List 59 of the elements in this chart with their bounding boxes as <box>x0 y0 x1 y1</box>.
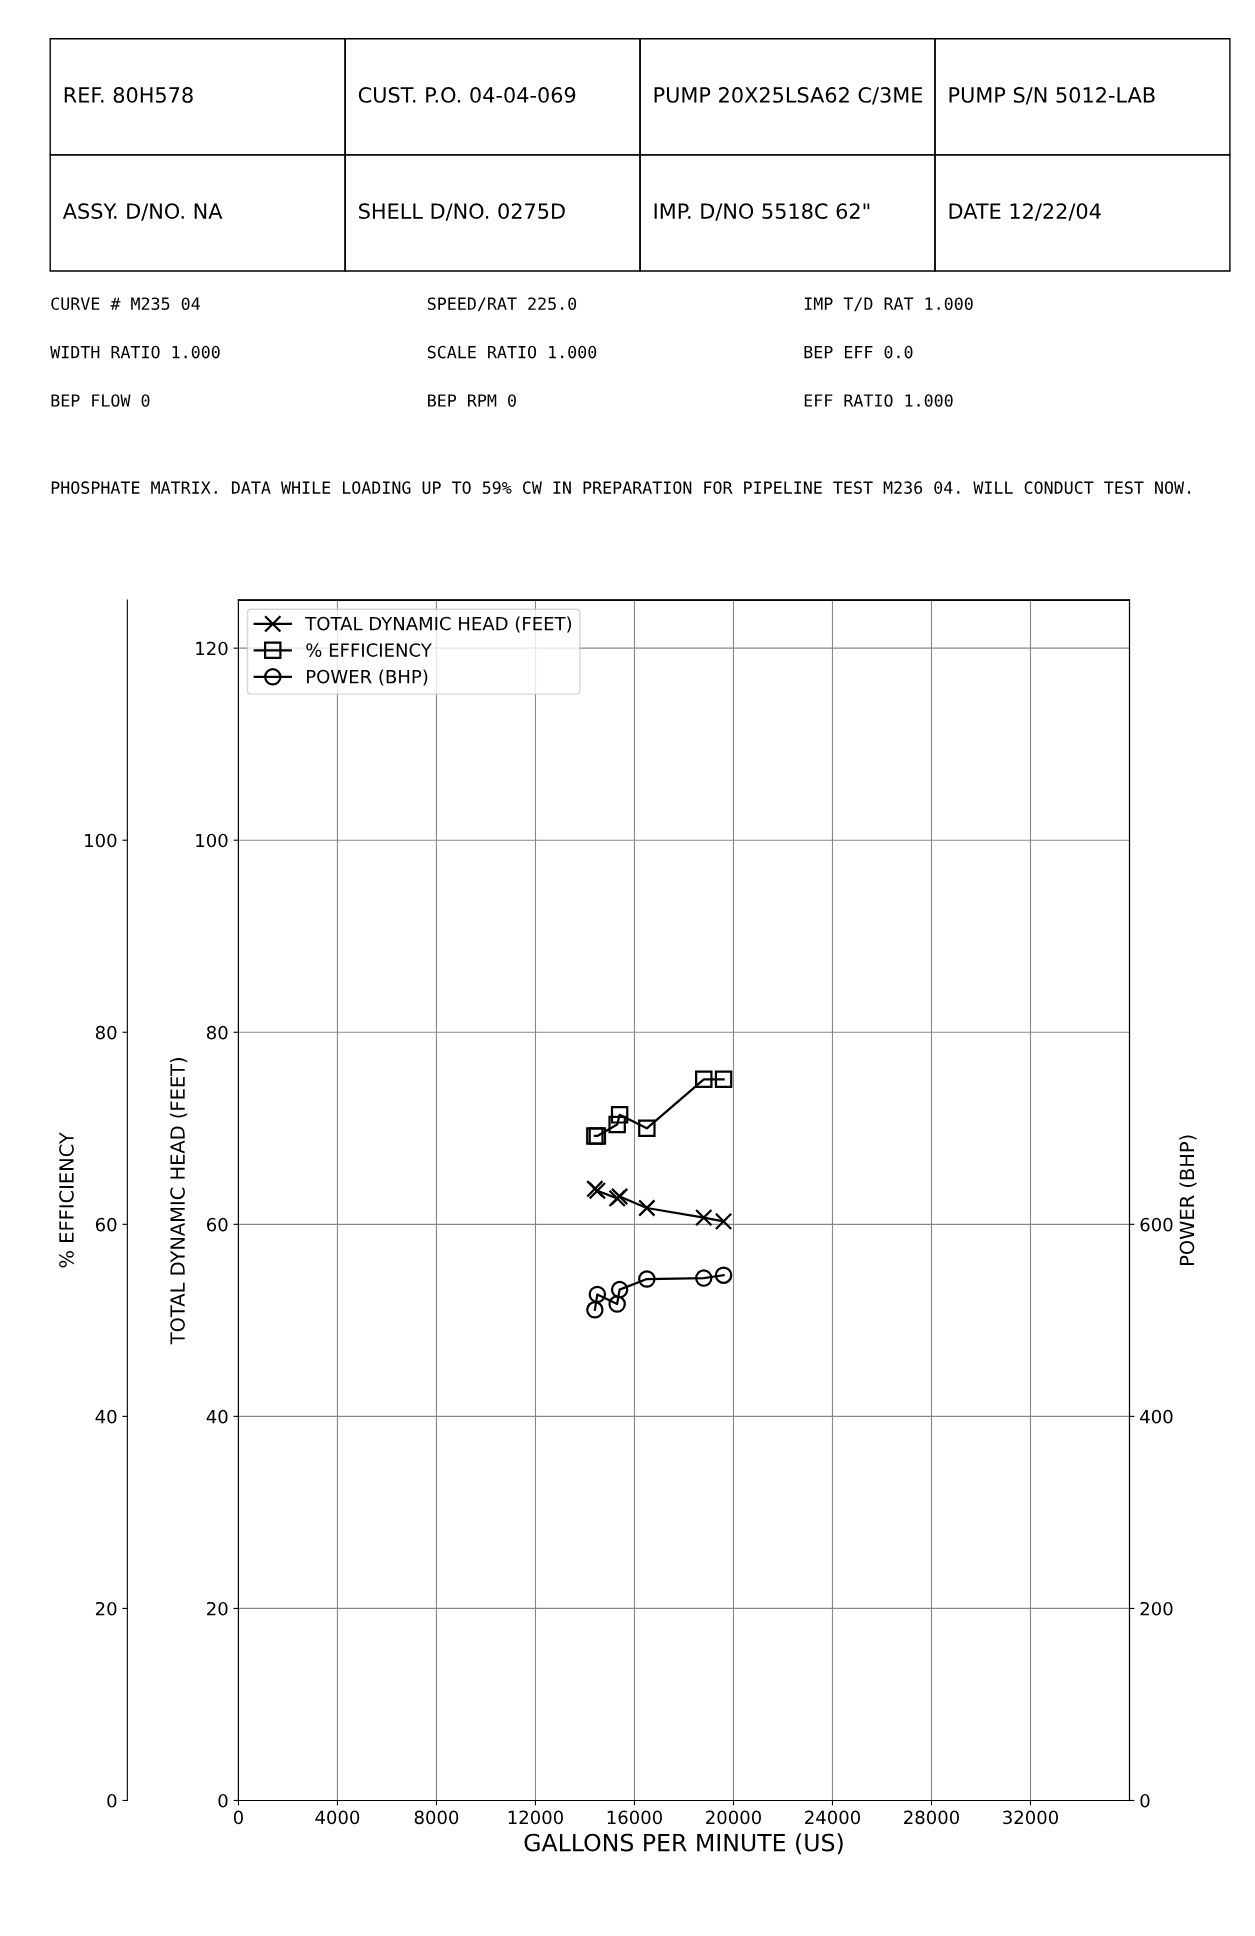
point <box>608 1115 626 1134</box>
y-axis-title: TOTAL DYNAMIC HEAD (FEET) <box>169 1058 188 1345</box>
text: REF. 80H578 <box>64 87 193 103</box>
x-tick-label: 20000 <box>706 1810 761 1825</box>
y3-tick-label: 0 <box>1140 1793 1150 1808</box>
x-tick-label: 16000 <box>607 1810 662 1825</box>
text: PHOSPHATE MATRIX. DATA WHILE LOADING UP TO 59% CW IN PREPARATION FOR PIPELINE TEST M236 04. WILL CONDUCT TEST NOW. <box>51 481 1191 494</box>
y2-tick-label: 100 <box>85 833 117 848</box>
y-tick-label: 120 <box>196 641 228 656</box>
text: CURVE # M235 04 <box>51 297 200 310</box>
text: BEP RPM 0 <box>428 394 516 407</box>
point <box>695 1208 713 1227</box>
text: SCALE RATIO 1.000 <box>427 345 597 359</box>
x-tick-label: 12000 <box>508 1810 563 1825</box>
text: SHELL D/NO. 0275D <box>359 203 565 221</box>
x-tick-label: 28000 <box>904 1810 960 1825</box>
y3-axis-title: POWER (BHP) <box>1179 1135 1197 1265</box>
y3-tick-label: 600 <box>1140 1217 1173 1232</box>
y2-tick-label: 80 <box>95 1025 117 1040</box>
legend-label: % EFFICIENCY <box>306 643 432 657</box>
text: BEP EFF 0.0 <box>804 345 913 359</box>
x-tick-label: 4000 <box>315 1810 360 1825</box>
y2-tick-label: 0 <box>107 1793 117 1808</box>
y-tick-label: 80 <box>206 1025 228 1040</box>
text: SPEED/RAT 225.0 <box>427 297 577 312</box>
text: IMP. D/NO 5518C 62" <box>654 203 870 221</box>
point <box>638 1119 656 1138</box>
text: BEP FLOW 0 <box>51 394 150 407</box>
text: WIDTH RATIO 1.000 <box>50 345 220 359</box>
legend-label: TOTAL DYNAMIC HEAD (FEET) <box>305 616 572 633</box>
text: IMP T/D RAT 1.000 <box>804 297 973 312</box>
y-tick-label: 0 <box>218 1793 228 1808</box>
text: PUMP S/N 5012-LAB <box>949 87 1155 105</box>
point <box>695 1070 713 1089</box>
text: DATE 12/22/04 <box>949 203 1101 221</box>
text: PUMP 20X25LSA62 C/3ME <box>654 87 923 105</box>
y2-tick-label: 40 <box>95 1409 117 1424</box>
y3-tick-label: 400 <box>1140 1409 1173 1424</box>
x-axis-title: GALLONS PER MINUTE (US) <box>524 1833 843 1855</box>
x-tick-label: 32000 <box>1003 1810 1059 1825</box>
y3-tick-label: 200 <box>1140 1601 1173 1616</box>
y-tick-label: 100 <box>196 833 228 848</box>
x-tick-label: 0 <box>233 1810 243 1825</box>
point <box>610 1106 629 1124</box>
y-tick-label: 60 <box>207 1217 228 1232</box>
text: ASSY. D/NO. NA <box>62 203 223 221</box>
legend-label: POWER (BHP) <box>307 669 428 686</box>
y-tick-label: 20 <box>207 1601 228 1616</box>
y-tick-label: 40 <box>206 1409 228 1424</box>
x-tick-label: 24000 <box>805 1810 860 1825</box>
x-tick-label: 8000 <box>414 1810 459 1825</box>
y2-tick-label: 60 <box>95 1217 117 1232</box>
point <box>638 1199 656 1217</box>
text: EFF RATIO 1.000 <box>804 394 953 407</box>
y2-axis-title: % EFFICIENCY <box>59 1132 74 1268</box>
y2-tick-label: 20 <box>95 1601 117 1616</box>
point <box>714 1212 733 1231</box>
point <box>714 1070 733 1089</box>
text: CUST. P.O. 04-04-069 <box>358 87 576 103</box>
